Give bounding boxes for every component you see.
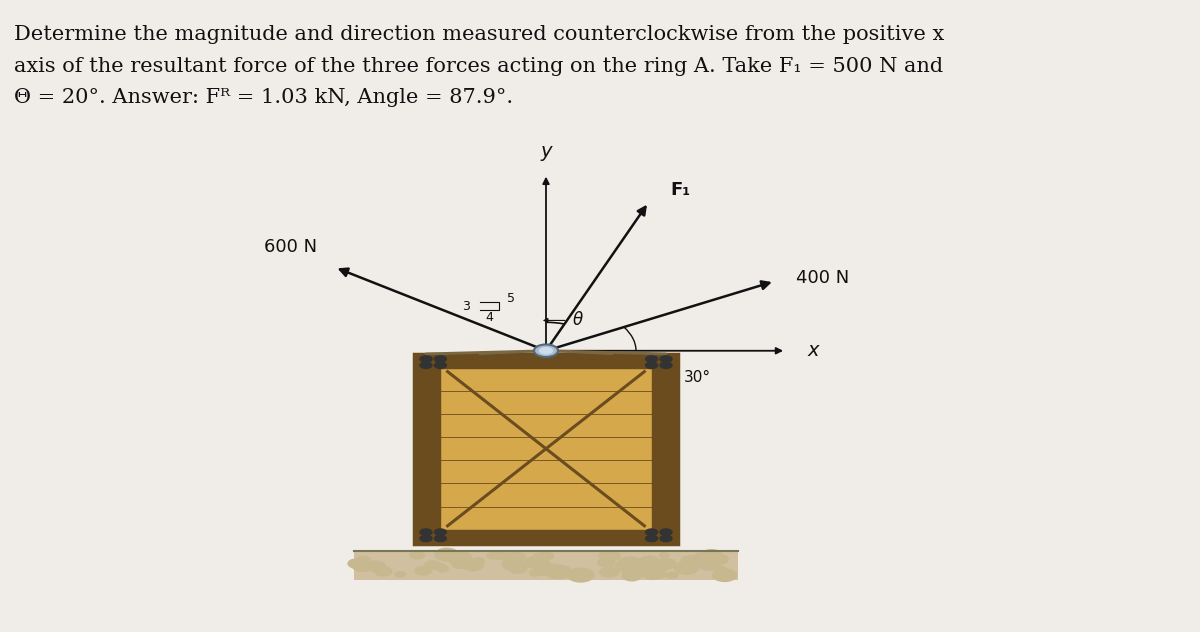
- Circle shape: [568, 568, 594, 582]
- Text: 5: 5: [508, 293, 515, 305]
- Circle shape: [420, 535, 432, 542]
- Polygon shape: [414, 354, 440, 544]
- Polygon shape: [414, 528, 678, 544]
- Text: y: y: [540, 142, 552, 161]
- Circle shape: [534, 344, 558, 357]
- Circle shape: [646, 356, 658, 362]
- Circle shape: [526, 556, 550, 569]
- Text: 3: 3: [462, 300, 469, 313]
- Text: axis of the resultant force of the three forces acting on the ring A. Take F₁ = : axis of the resultant force of the three…: [14, 57, 943, 76]
- Circle shape: [534, 563, 558, 575]
- Circle shape: [493, 552, 508, 559]
- Circle shape: [533, 553, 548, 561]
- Circle shape: [508, 551, 518, 557]
- Circle shape: [702, 550, 721, 560]
- Circle shape: [546, 565, 571, 579]
- Circle shape: [646, 362, 658, 368]
- Text: Θ = 20°. Answer: Fᴿ = 1.03 kN, Angle = 87.9°.: Θ = 20°. Answer: Fᴿ = 1.03 kN, Angle = 8…: [14, 88, 514, 107]
- Circle shape: [656, 559, 676, 569]
- Circle shape: [539, 347, 553, 355]
- Polygon shape: [652, 354, 678, 544]
- Text: x: x: [808, 341, 820, 360]
- Text: 4: 4: [486, 312, 493, 324]
- Circle shape: [709, 554, 728, 564]
- Circle shape: [353, 560, 373, 571]
- Circle shape: [420, 356, 432, 362]
- Circle shape: [356, 557, 371, 564]
- Circle shape: [487, 552, 499, 559]
- Circle shape: [410, 551, 425, 559]
- Circle shape: [434, 362, 446, 368]
- Circle shape: [654, 567, 666, 573]
- Circle shape: [448, 552, 472, 564]
- Circle shape: [634, 564, 650, 574]
- Circle shape: [502, 558, 524, 570]
- Circle shape: [529, 570, 541, 576]
- Circle shape: [509, 564, 527, 573]
- Circle shape: [652, 561, 668, 571]
- Circle shape: [434, 549, 458, 561]
- Circle shape: [434, 535, 446, 542]
- Circle shape: [660, 529, 672, 535]
- Text: F₁: F₁: [671, 181, 690, 199]
- Text: 600 N: 600 N: [264, 238, 317, 256]
- Circle shape: [656, 573, 666, 578]
- Circle shape: [437, 566, 449, 572]
- Circle shape: [462, 559, 484, 570]
- Circle shape: [473, 557, 485, 564]
- Circle shape: [649, 571, 660, 576]
- Text: 400 N: 400 N: [797, 269, 850, 287]
- Circle shape: [452, 560, 468, 568]
- Circle shape: [425, 561, 440, 569]
- Polygon shape: [414, 354, 678, 370]
- Circle shape: [674, 561, 698, 574]
- Circle shape: [682, 556, 700, 565]
- Text: Determine the magnitude and direction measured counterclockwise from the positiv: Determine the magnitude and direction me…: [14, 25, 944, 44]
- Circle shape: [666, 572, 678, 578]
- Polygon shape: [440, 368, 652, 530]
- Circle shape: [434, 356, 446, 362]
- Circle shape: [695, 554, 712, 564]
- Circle shape: [695, 554, 712, 563]
- Text: 30°: 30°: [684, 370, 712, 385]
- Circle shape: [659, 553, 670, 558]
- Circle shape: [713, 569, 737, 581]
- Polygon shape: [414, 354, 678, 544]
- Circle shape: [420, 362, 432, 368]
- Circle shape: [600, 567, 619, 577]
- Circle shape: [715, 567, 726, 572]
- Circle shape: [623, 571, 641, 581]
- Circle shape: [598, 558, 616, 567]
- Circle shape: [505, 554, 523, 563]
- Circle shape: [618, 557, 643, 570]
- Circle shape: [646, 535, 658, 542]
- Circle shape: [646, 529, 658, 535]
- Circle shape: [623, 566, 644, 578]
- Circle shape: [642, 568, 664, 580]
- Circle shape: [510, 553, 526, 561]
- Circle shape: [640, 556, 659, 566]
- Circle shape: [616, 560, 637, 571]
- Circle shape: [624, 569, 636, 576]
- Circle shape: [694, 552, 713, 562]
- Circle shape: [599, 552, 614, 560]
- Circle shape: [466, 564, 479, 571]
- Circle shape: [660, 362, 672, 368]
- Circle shape: [698, 559, 721, 570]
- Circle shape: [434, 564, 446, 570]
- Circle shape: [348, 559, 366, 568]
- Text: θ: θ: [572, 312, 582, 329]
- Circle shape: [539, 552, 553, 559]
- Circle shape: [605, 552, 620, 560]
- Circle shape: [434, 529, 446, 535]
- Circle shape: [366, 561, 385, 571]
- Circle shape: [660, 356, 672, 362]
- Circle shape: [395, 572, 406, 577]
- Polygon shape: [354, 551, 738, 580]
- Circle shape: [415, 566, 432, 575]
- Circle shape: [660, 535, 672, 542]
- Circle shape: [420, 529, 432, 535]
- Text: A: A: [540, 367, 552, 384]
- Circle shape: [374, 567, 391, 576]
